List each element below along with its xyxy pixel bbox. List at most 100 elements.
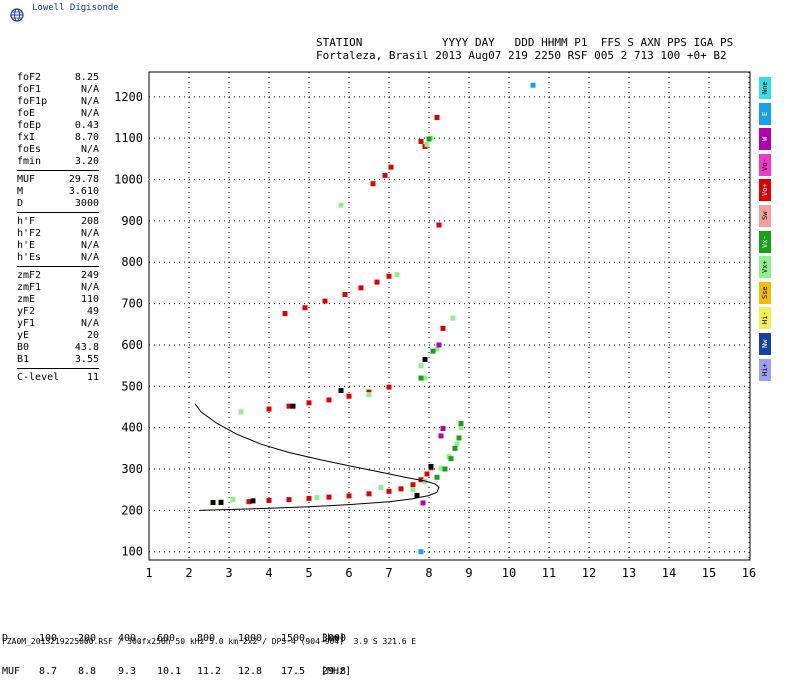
param-label: foEp (17, 120, 42, 131)
legend-swatch: W (759, 128, 771, 151)
param-value: 3.20 (74, 156, 99, 167)
param-value: 3000 (74, 198, 99, 209)
y-tick-label: 500 (121, 379, 143, 393)
param-label: yE (17, 330, 30, 341)
legend-swatch: Vx- (759, 230, 771, 253)
echo-point (266, 406, 272, 412)
echo-point (346, 393, 352, 399)
param-label: h'E (17, 240, 36, 251)
muf-table-cell: [km] (321, 633, 346, 644)
param-label: zmF1 (17, 282, 42, 293)
muf-table-cell: 1500 (281, 633, 306, 644)
x-tick-label: 15 (702, 566, 716, 580)
digisonde-logo: Lowell Digisonde (8, 2, 168, 24)
echo-point (290, 403, 296, 409)
param-row: foF1p N/A (3, 96, 99, 108)
x-tick-label: 10 (502, 566, 516, 580)
x-tick-label: 8 (425, 566, 432, 580)
legend-swatch: Nne (759, 77, 771, 99)
param-value: N/A (80, 96, 99, 107)
echo-point (458, 425, 464, 431)
param-label: fmin (17, 156, 42, 167)
param-label: D (17, 198, 24, 209)
globe-icon (10, 8, 24, 22)
param-row: M 3.610 (3, 186, 99, 198)
echo-point (434, 474, 440, 480)
echo-point (338, 202, 344, 208)
chart-grid (148, 72, 750, 560)
param-row: h'Es N/A (3, 252, 99, 264)
echo-point (428, 464, 434, 470)
param-row: zmE 110 (3, 294, 99, 306)
echo-traces (210, 82, 536, 555)
echo-point (422, 356, 428, 362)
param-row: fmin 3.20 (3, 156, 99, 168)
echo-point (382, 172, 388, 178)
echo-point (378, 485, 384, 491)
echo-point (418, 138, 424, 144)
param-value: N/A (80, 240, 99, 251)
param-row: yF2 49 (3, 306, 99, 318)
param-row: foE N/A (3, 108, 99, 120)
param-label: B0 (17, 342, 30, 353)
muf-table-cell: MUF (2, 666, 21, 677)
x-tick-label: 6 (345, 566, 352, 580)
echo-point (438, 433, 444, 439)
legend-swatch: Hi+ (759, 358, 771, 381)
echo-point (342, 291, 348, 297)
muf-table-cell: 8.7 (39, 666, 58, 677)
echo-point (230, 497, 236, 503)
echo-point (398, 486, 404, 492)
muf-table-cell: 11.2 (197, 666, 222, 677)
echo-point (440, 325, 446, 331)
echo-point (454, 441, 460, 447)
param-value: 20 (86, 330, 99, 341)
param-value: 3.610 (68, 186, 99, 197)
param-row: foEs N/A (3, 144, 99, 156)
param-label: MUF (17, 174, 36, 185)
param-row: D 3000 (3, 198, 99, 210)
legend-label: Nne (761, 81, 769, 95)
legend-label: Vx- (761, 235, 769, 248)
echo-point (450, 315, 456, 321)
echo-point (338, 387, 344, 393)
legend-label: Vx+ (761, 260, 769, 274)
param-row: foF2 8.25 (3, 72, 99, 84)
param-row: h'F2 N/A (3, 228, 99, 240)
muf-table-cell: 800 (197, 633, 216, 644)
param-row: yF1 N/A (3, 318, 99, 330)
x-tick-label: 2 (185, 566, 192, 580)
muf-table-cell: 9.3 (118, 666, 137, 677)
echo-point (306, 400, 312, 406)
param-divider (17, 368, 99, 371)
echo-point (388, 164, 394, 170)
param-row: h'E N/A (3, 240, 99, 252)
echo-point (458, 421, 464, 427)
param-value: N/A (80, 252, 99, 263)
echo-point (386, 273, 392, 279)
echo-point (434, 346, 440, 352)
param-label: yF2 (17, 306, 36, 317)
muf-row: MUF 8.7 8.8 9.3 10.1 11.2 12.8 17.5 29.8 [MHz] (2, 666, 351, 677)
echo-point (282, 311, 288, 317)
muf-table-cell: 100 (39, 633, 58, 644)
echo-point (358, 285, 364, 291)
header-values: Fortaleza, Brasil 2013 Aug07 219 2250 RS… (316, 49, 727, 62)
echo-point (438, 465, 444, 471)
legend-label: Nw (761, 339, 769, 349)
x-tick-label: 13 (622, 566, 636, 580)
legend-swatch: Sse (759, 281, 771, 304)
echo-point (410, 487, 416, 493)
legend-label: E (761, 111, 769, 116)
muf-table-cell: 600 (157, 633, 176, 644)
param-label: fxI (17, 132, 36, 143)
distance-row: D 100 200 400 600 800 1000 1500 3000 [km] (2, 633, 346, 644)
echo-point (420, 500, 426, 506)
param-value: 29.78 (68, 174, 99, 185)
echo-point (314, 495, 320, 501)
param-label: foF1p (17, 96, 48, 107)
echo-point (426, 136, 432, 142)
muf-table-cell: 3000 (322, 633, 347, 644)
echo-point (246, 499, 252, 505)
muf-table-cell: 12.8 (238, 666, 263, 677)
